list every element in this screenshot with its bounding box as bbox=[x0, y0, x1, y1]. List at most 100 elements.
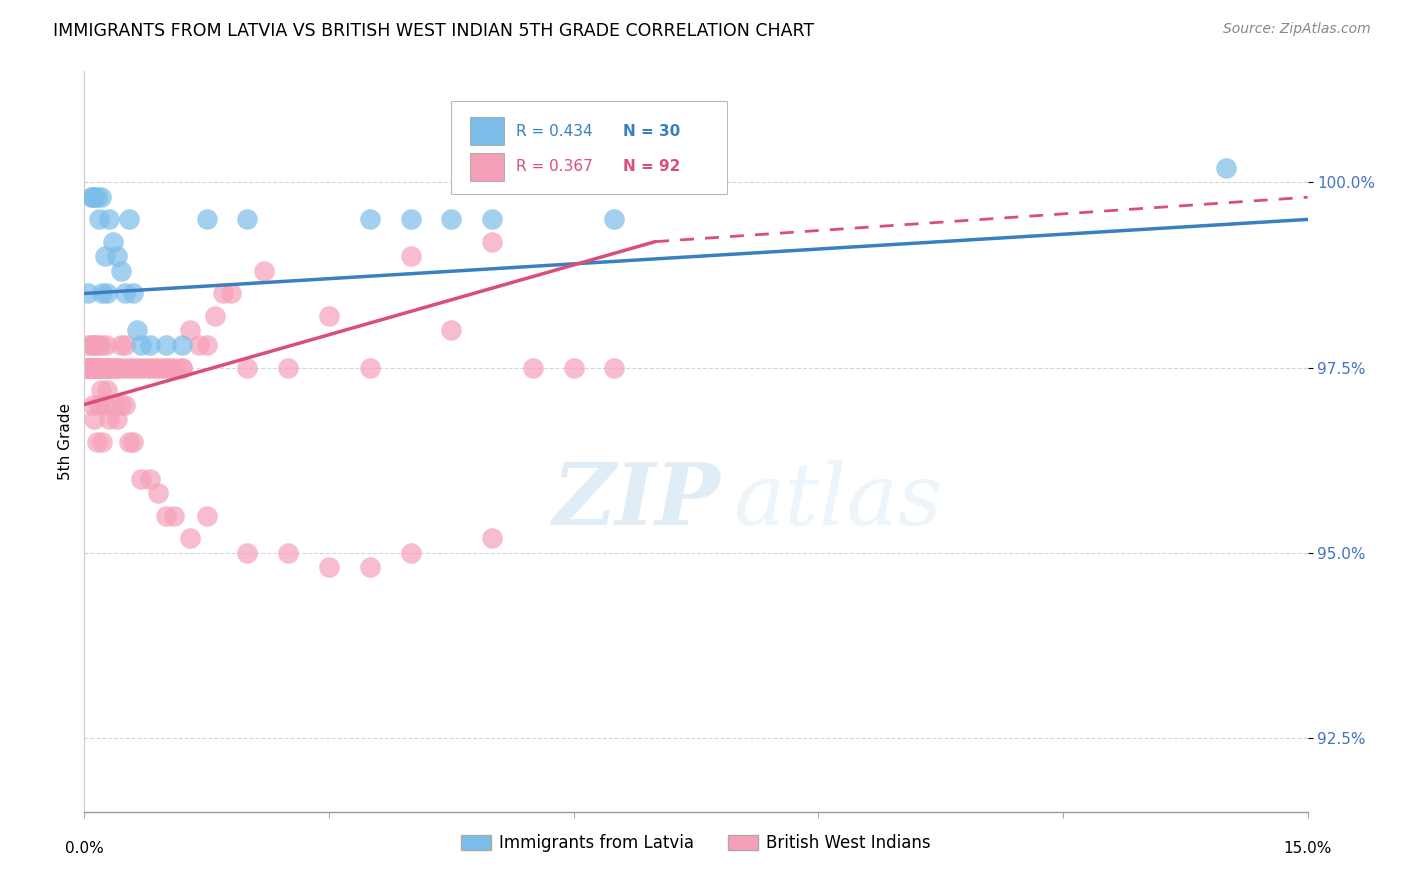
Point bbox=[110, 264, 132, 278]
Point bbox=[86, 360, 108, 375]
Text: atlas: atlas bbox=[733, 459, 942, 542]
Point bbox=[277, 546, 299, 560]
Point bbox=[87, 398, 110, 412]
Point bbox=[105, 412, 128, 426]
Text: ZIP: ZIP bbox=[553, 459, 720, 542]
Point bbox=[93, 250, 115, 264]
Point bbox=[481, 235, 503, 249]
Text: IMMIGRANTS FROM LATVIA VS BRITISH WEST INDIAN 5TH GRADE CORRELATION CHART: IMMIGRANTS FROM LATVIA VS BRITISH WEST I… bbox=[53, 22, 814, 40]
Point bbox=[236, 360, 259, 375]
Point bbox=[87, 212, 110, 227]
Point bbox=[77, 360, 100, 375]
Point bbox=[127, 324, 149, 338]
Point bbox=[163, 360, 186, 375]
Point bbox=[179, 531, 201, 545]
Point bbox=[138, 360, 160, 375]
Point bbox=[77, 360, 100, 375]
Point bbox=[155, 508, 177, 523]
Point bbox=[440, 212, 463, 227]
Point bbox=[86, 190, 108, 204]
Point bbox=[204, 309, 226, 323]
Point bbox=[127, 360, 149, 375]
Bar bbox=[470, 117, 503, 145]
Point bbox=[146, 360, 169, 375]
Point bbox=[122, 360, 145, 375]
Point bbox=[83, 190, 105, 204]
Point bbox=[359, 560, 381, 574]
Point bbox=[91, 360, 114, 375]
Point bbox=[118, 360, 141, 375]
Point bbox=[101, 235, 124, 249]
Point bbox=[219, 286, 242, 301]
Point bbox=[236, 546, 259, 560]
Text: 0.0%: 0.0% bbox=[65, 841, 104, 856]
Point bbox=[150, 360, 173, 375]
Point bbox=[105, 250, 128, 264]
Point bbox=[86, 360, 108, 375]
Point bbox=[142, 360, 165, 375]
Point bbox=[110, 338, 132, 352]
Text: Source: ZipAtlas.com: Source: ZipAtlas.com bbox=[1223, 22, 1371, 37]
Point bbox=[84, 338, 107, 352]
Text: R = 0.434: R = 0.434 bbox=[516, 124, 593, 139]
Point bbox=[212, 286, 235, 301]
Point bbox=[89, 360, 111, 375]
Point bbox=[101, 360, 124, 375]
Point bbox=[522, 360, 544, 375]
Point bbox=[101, 398, 124, 412]
Point bbox=[114, 338, 136, 352]
Point bbox=[172, 338, 194, 352]
Point bbox=[155, 360, 177, 375]
Point bbox=[80, 190, 103, 204]
Point bbox=[80, 360, 103, 375]
Point bbox=[107, 360, 129, 375]
Point bbox=[481, 531, 503, 545]
Point bbox=[80, 360, 103, 375]
Point bbox=[90, 383, 112, 397]
Text: N = 92: N = 92 bbox=[623, 160, 681, 174]
Point bbox=[399, 250, 422, 264]
Point bbox=[114, 398, 136, 412]
Point bbox=[359, 360, 381, 375]
Point bbox=[118, 434, 141, 449]
Point bbox=[172, 360, 194, 375]
Point bbox=[195, 508, 218, 523]
Point bbox=[253, 264, 276, 278]
Point bbox=[97, 212, 120, 227]
Point bbox=[82, 338, 104, 352]
Point bbox=[138, 472, 160, 486]
Point bbox=[114, 286, 136, 301]
Point bbox=[146, 486, 169, 500]
Point bbox=[110, 398, 132, 412]
Point bbox=[84, 360, 107, 375]
Point bbox=[93, 360, 115, 375]
Point bbox=[83, 360, 105, 375]
Point bbox=[77, 338, 100, 352]
Legend: Immigrants from Latvia, British West Indians: Immigrants from Latvia, British West Ind… bbox=[454, 828, 938, 859]
Point bbox=[399, 546, 422, 560]
Text: R = 0.367: R = 0.367 bbox=[516, 160, 593, 174]
Point bbox=[112, 360, 135, 375]
Point bbox=[104, 360, 127, 375]
Point bbox=[87, 338, 110, 352]
Point bbox=[79, 360, 101, 375]
Point bbox=[163, 508, 186, 523]
Point bbox=[97, 360, 120, 375]
Point bbox=[138, 338, 160, 352]
Point bbox=[155, 338, 177, 352]
Point bbox=[105, 360, 128, 375]
Point bbox=[96, 383, 118, 397]
Point bbox=[76, 360, 98, 375]
Point bbox=[91, 286, 114, 301]
Point bbox=[90, 338, 112, 352]
Point bbox=[91, 434, 114, 449]
Point bbox=[195, 212, 218, 227]
Point bbox=[172, 360, 194, 375]
Point bbox=[187, 338, 209, 352]
Point bbox=[131, 338, 153, 352]
Point bbox=[82, 360, 104, 375]
Point bbox=[96, 360, 118, 375]
Point bbox=[97, 412, 120, 426]
Point bbox=[399, 212, 422, 227]
Point bbox=[83, 412, 105, 426]
